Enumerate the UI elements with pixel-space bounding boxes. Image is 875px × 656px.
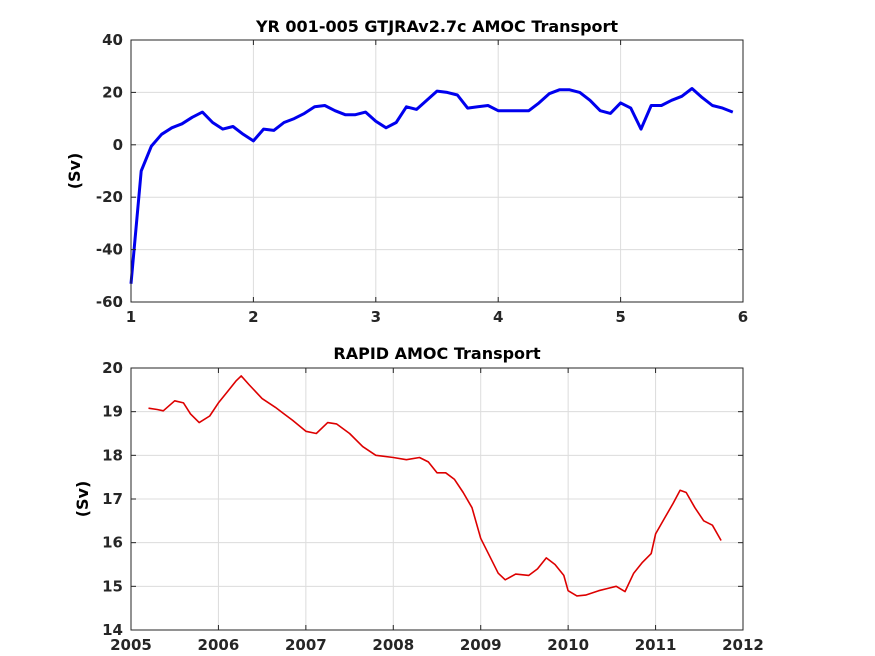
bottom-y-tick-label: 19	[102, 403, 123, 421]
bottom-x-tick-label: 2010	[547, 636, 589, 654]
top-y-axis-label: (Sv)	[65, 153, 84, 190]
bottom-y-axis-label: (Sv)	[73, 481, 92, 518]
bottom-y-tick-label: 14	[102, 621, 123, 639]
bottom-x-tick-label: 2011	[635, 636, 677, 654]
top-plot-frame	[130, 39, 744, 303]
bottom-x-tick-label: 2009	[460, 636, 502, 654]
bottom-series-group	[148, 375, 722, 597]
top-y-tick-label: -40	[96, 241, 123, 259]
top-y-axis: -60 -40 -20 0 20 40	[96, 31, 743, 311]
top-chart: 1 2 3 4 5 6 -60 -40 -20 0 20 40 YR 001-005 GTJRAv2…	[65, 17, 748, 326]
top-y-tick-label: -20	[96, 188, 123, 206]
bottom-y-tick-label: 16	[102, 534, 123, 552]
bottom-y-tick-label: 20	[102, 359, 123, 377]
bottom-x-tick-label: 2005	[110, 636, 152, 654]
top-x-tick-label: 2	[248, 308, 258, 326]
bottom-x-axis: 2005 2006 2007 2008 2009 2010 2011 2012	[110, 368, 764, 654]
top-x-tick-label: 5	[615, 308, 625, 326]
top-y-tick-label: 20	[102, 83, 123, 101]
top-plot-area	[130, 39, 744, 303]
bottom-y-tick-label: 15	[102, 577, 123, 595]
top-y-tick-label: 0	[113, 136, 123, 154]
top-y-tick-label: -60	[96, 293, 123, 311]
bottom-chart: 2005 2006 2007 2008 2009 2010 2011 2012 1415161…	[73, 344, 764, 654]
bottom-x-tick-label: 2012	[722, 636, 764, 654]
bottom-y-tick-label: 18	[102, 446, 123, 464]
top-x-tick-label: 6	[738, 308, 748, 326]
top-x-tick-label: 1	[126, 308, 136, 326]
top-chart-title: YR 001-005 GTJRAv2.7c AMOC Transport	[255, 17, 618, 36]
top-y-tick-label: 40	[102, 31, 123, 49]
bottom-y-axis: 14 15 16 17 18 19 20	[102, 359, 743, 639]
top-x-tick-label: 3	[371, 308, 381, 326]
bottom-y-tick-label: 17	[102, 490, 123, 508]
bottom-chart-title: RAPID AMOC Transport	[333, 344, 541, 363]
top-series-group	[129, 87, 734, 284]
top-x-tick-label: 4	[493, 308, 503, 326]
top-x-axis: 1 2 3 4 5 6	[126, 40, 748, 326]
bottom-x-tick-label: 2007	[285, 636, 327, 654]
top-series-line	[129, 87, 734, 284]
bottom-x-tick-label: 2006	[198, 636, 240, 654]
bottom-series-line	[148, 375, 722, 597]
bottom-x-tick-label: 2008	[372, 636, 414, 654]
